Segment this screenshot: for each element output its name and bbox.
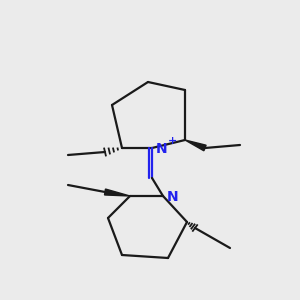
Polygon shape: [104, 189, 130, 196]
Text: N: N: [167, 190, 178, 204]
Text: +: +: [168, 136, 177, 146]
Polygon shape: [185, 140, 206, 151]
Text: N: N: [156, 142, 168, 156]
